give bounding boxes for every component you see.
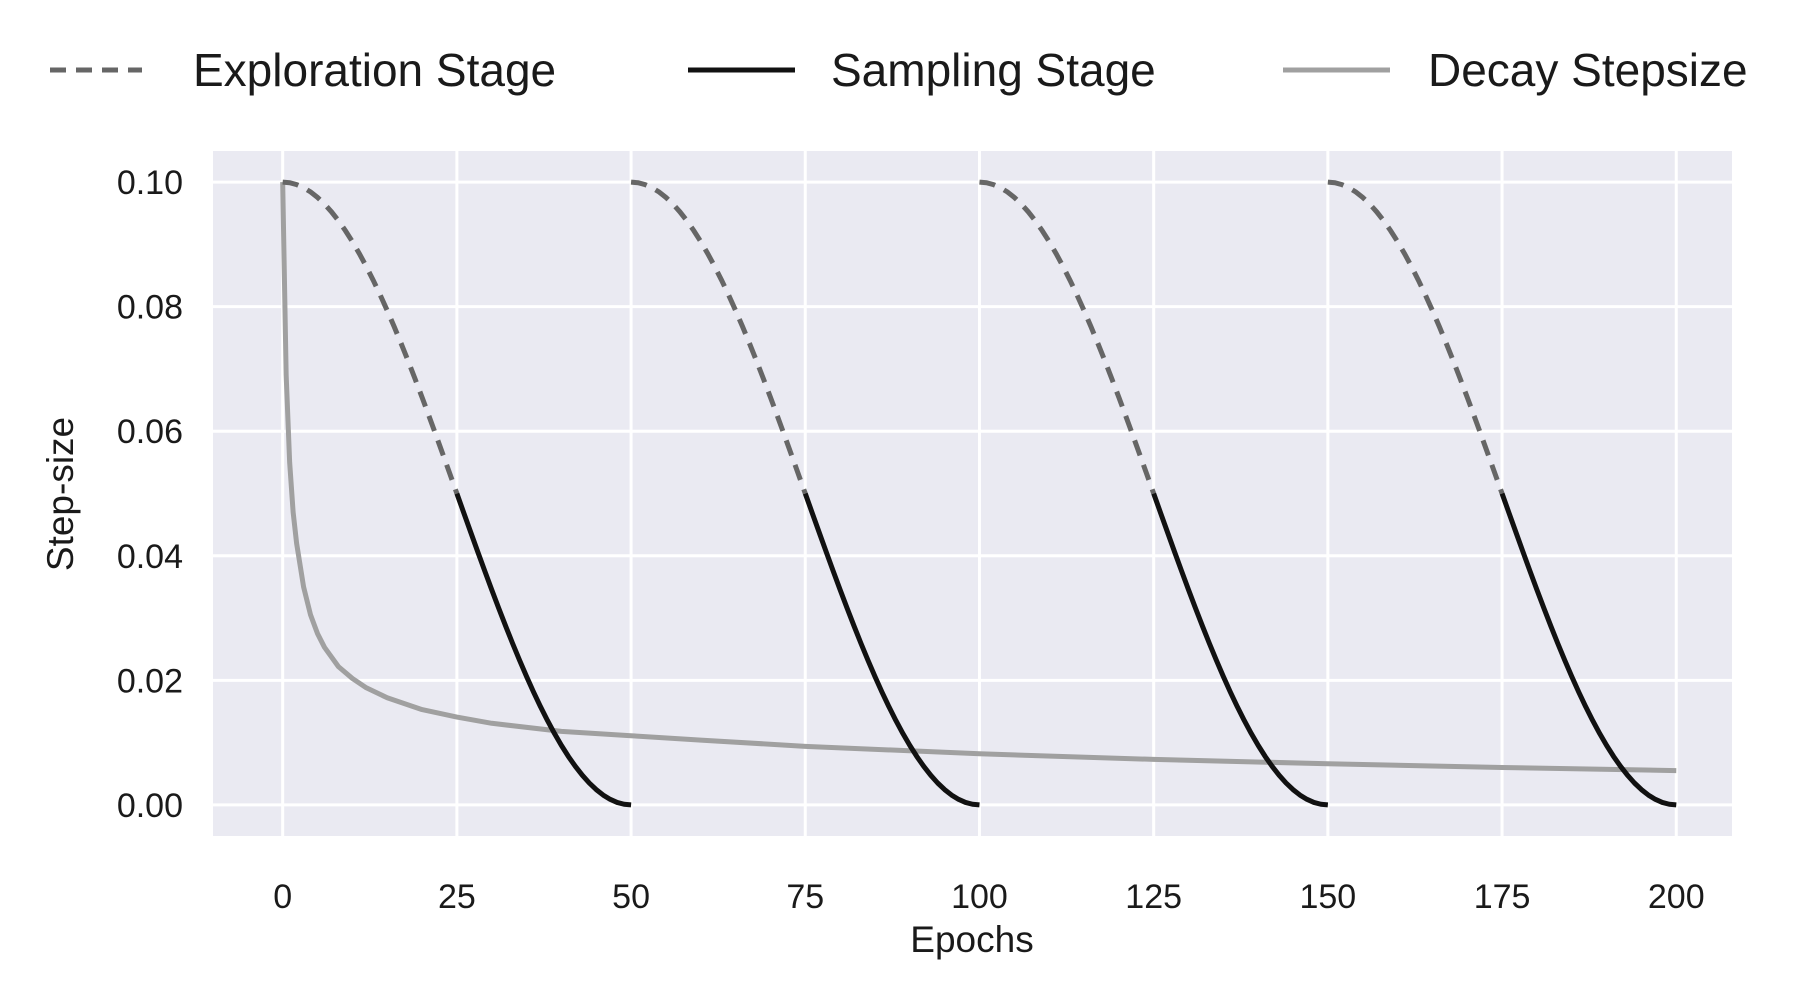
legend-label-decay: Decay Stepsize (1428, 44, 1748, 96)
legend-label-exploration: Exploration Stage (193, 44, 556, 96)
sampling-stage-line (802, 492, 980, 808)
y-tick-label: 0.10 (117, 164, 183, 202)
y-tick-label: 0.08 (117, 289, 183, 327)
legend-label-sampling: Sampling Stage (831, 44, 1156, 96)
y-tick-label: 0.00 (117, 787, 183, 825)
decay-stepsize-line (280, 182, 1677, 774)
sampling-stage-line (454, 492, 632, 808)
sampling-stage-line (1499, 492, 1677, 808)
y-tick-label: 0.02 (117, 662, 183, 700)
x-tick-label: 75 (786, 878, 824, 916)
x-tick-label: 25 (438, 878, 476, 916)
y-tick-label: 0.04 (117, 538, 183, 576)
x-tick-label: 125 (1125, 878, 1182, 916)
y-tick-labels: 0.00 0.02 0.04 0.06 0.08 0.10 (117, 164, 183, 825)
exploration-stage-line (1327, 179, 1505, 495)
legend: Exploration Stage Sampling Stage Decay S… (50, 44, 1748, 96)
exploration-stage-line (979, 179, 1157, 495)
x-tick-label: 175 (1474, 878, 1531, 916)
x-tick-label: 150 (1299, 878, 1356, 916)
series-layer (280, 179, 1677, 808)
y-tick-label: 0.06 (117, 413, 183, 451)
x-tick-labels: 0 25 50 75 100 125 150 175 200 (273, 878, 1704, 916)
x-tick-label: 100 (951, 878, 1008, 916)
x-axis-label: Epochs (910, 919, 1033, 960)
exploration-stage-line (630, 179, 808, 495)
plot-area (213, 151, 1732, 836)
y-axis-label: Step-size (40, 417, 81, 571)
sampling-stage-line (1151, 492, 1329, 808)
exploration-stage-line (282, 179, 460, 495)
x-tick-label: 200 (1648, 878, 1705, 916)
x-tick-label: 50 (612, 878, 650, 916)
x-tick-label: 0 (273, 878, 292, 916)
